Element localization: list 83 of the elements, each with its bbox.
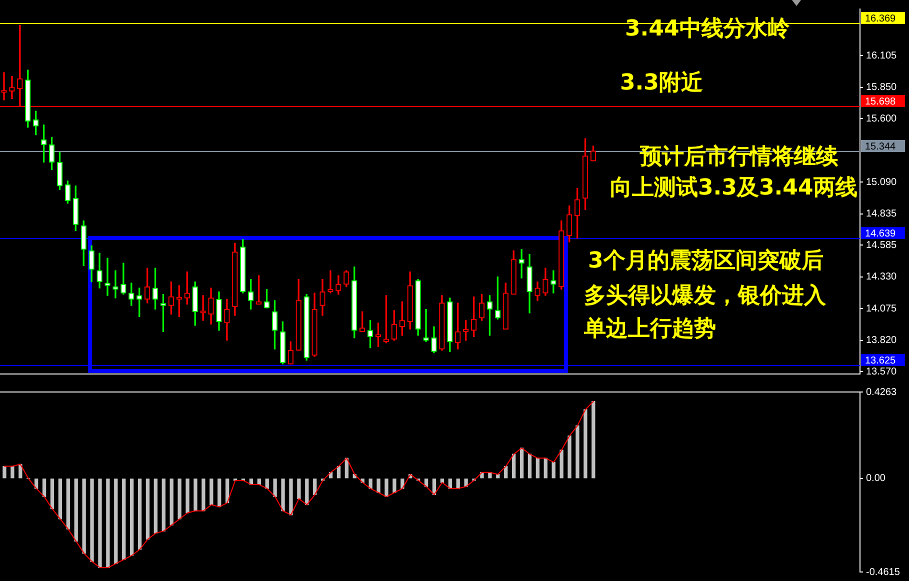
- candlestick: [328, 270, 334, 294]
- bar: [544, 458, 548, 478]
- bar: [202, 478, 206, 512]
- bar: [162, 478, 166, 532]
- y-tick-label: 15.600: [866, 113, 898, 124]
- bar: [368, 478, 372, 489]
- bar: [122, 478, 126, 560]
- y-tick-label: 13.820: [866, 335, 898, 346]
- bar: [114, 478, 118, 564]
- bar: [520, 448, 524, 478]
- bar: [194, 478, 198, 512]
- y-tick-label: 15.090: [866, 176, 898, 188]
- bar: [313, 478, 317, 495]
- bar: [98, 478, 102, 568]
- annotation: 单边上行趋势: [583, 316, 716, 342]
- bar: [281, 478, 285, 512]
- bar: [218, 478, 222, 508]
- bar: [210, 478, 214, 506]
- bar: [106, 478, 110, 568]
- bar: [512, 454, 516, 478]
- ref-line-label: 16.369: [865, 13, 896, 24]
- bar: [496, 474, 500, 478]
- bar: [289, 478, 293, 516]
- bar: [170, 478, 174, 526]
- bar: [74, 478, 78, 542]
- bar: [376, 478, 380, 493]
- annotation: 预计后市行情将继续: [639, 144, 838, 170]
- bar: [592, 401, 596, 478]
- y-tick-label: 0.00: [866, 473, 886, 484]
- bar: [305, 478, 309, 506]
- bar: [384, 478, 388, 498]
- bar: [138, 478, 142, 550]
- bar: [528, 454, 532, 478]
- candlestick: [518, 249, 524, 278]
- y-tick-label: 15.850: [866, 82, 898, 94]
- bar: [297, 478, 301, 500]
- annotation: 向上测试3.3及3.44两线: [610, 176, 858, 201]
- bar: [504, 466, 508, 478]
- bar: [568, 436, 572, 478]
- ref-line-label: 14.639: [865, 228, 896, 240]
- bar: [66, 478, 70, 530]
- y-tick-label: 14.585: [866, 240, 898, 251]
- bar: [186, 478, 190, 514]
- bar: [2, 466, 6, 478]
- y-tick-label: -0.4615: [866, 566, 900, 578]
- bar: [392, 478, 396, 493]
- bar: [154, 478, 158, 534]
- ref-line-label: 15.344: [865, 141, 896, 152]
- bar: [130, 478, 134, 556]
- bar: [273, 478, 277, 498]
- y-tick-label: 16.105: [866, 50, 898, 62]
- bar: [265, 478, 269, 489]
- ref-line-label: 13.625: [865, 355, 896, 366]
- bar: [58, 478, 62, 520]
- bar: [576, 425, 580, 478]
- annotation: 3.3附近: [620, 70, 703, 96]
- bar: [536, 458, 540, 478]
- candlestick: [1, 72, 7, 100]
- bar: [90, 478, 94, 562]
- y-tick-label: 0.4263: [866, 386, 898, 398]
- bar: [42, 478, 46, 498]
- ref-line-label: 15.698: [865, 96, 896, 108]
- bar: [10, 466, 14, 478]
- bar: [584, 409, 588, 478]
- candlestick: [112, 270, 118, 298]
- y-tick-label: 14.075: [866, 303, 898, 314]
- candlestick: [423, 308, 429, 342]
- bar: [146, 478, 150, 540]
- y-tick-label: 14.330: [866, 272, 898, 283]
- annotation: 多头得以爆发，银价进入: [584, 284, 827, 309]
- candlestick: [200, 295, 206, 321]
- candlestick: [550, 270, 556, 294]
- y-tick-label: 13.570: [866, 366, 898, 378]
- y-tick-label: 14.835: [866, 208, 898, 220]
- bar: [82, 478, 86, 554]
- candlestick: [104, 258, 110, 296]
- annotation: 3个月的震荡区间突破后: [588, 248, 824, 274]
- bar: [552, 462, 556, 478]
- candlestick: [9, 76, 15, 100]
- bar: [50, 478, 54, 510]
- bar: [560, 450, 564, 478]
- bar: [178, 478, 182, 520]
- bar: [336, 466, 341, 478]
